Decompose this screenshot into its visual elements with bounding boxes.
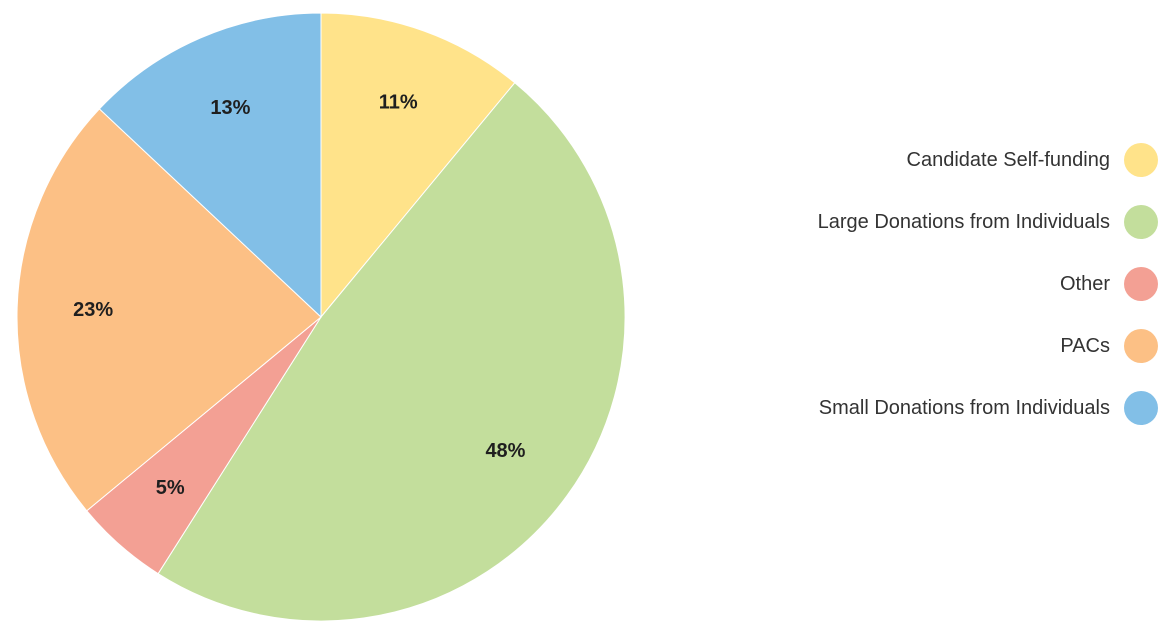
slice-label-large-donations-from-individuals: 48% [485,440,525,462]
legend-item-pacs: PACs [1060,329,1158,363]
pie-slice-small-donations-from-individuals [98,12,322,319]
slice-label-pacs: 23% [73,299,113,321]
pie-slice-pacs [16,108,322,512]
slice-label-small-donations-from-individuals: 13% [210,97,250,119]
pie-slice-large-donations-from-individuals [157,82,626,622]
legend-swatch [1124,391,1158,425]
slice-label-other: 5% [156,477,185,499]
pie-slices [16,12,626,622]
legend: Candidate Self-funding Large Donations fr… [818,143,1158,425]
legend-swatch [1124,205,1158,239]
legend-swatch [1124,267,1158,301]
legend-label: PACs [1060,335,1110,357]
legend-label: Candidate Self-funding [907,149,1110,171]
legend-label: Small Donations from Individuals [819,397,1110,419]
pie-slice-candidate-self-funding [320,12,516,319]
pie-slice-labels: 11% 48% 5% 23% 13% [73,91,526,499]
legend-swatch [1124,143,1158,177]
legend-item-other: Other [1060,267,1158,301]
legend-label: Large Donations from Individuals [818,211,1110,233]
legend-swatch [1124,329,1158,363]
legend-item-large-donations-from-individuals: Large Donations from Individuals [818,205,1158,239]
legend-label: Other [1060,273,1110,295]
legend-item-candidate-self-funding: Candidate Self-funding [907,143,1158,177]
slice-label-candidate-self-funding: 11% [379,91,418,113]
legend-item-small-donations-from-individuals: Small Donations from Individuals [819,391,1158,425]
